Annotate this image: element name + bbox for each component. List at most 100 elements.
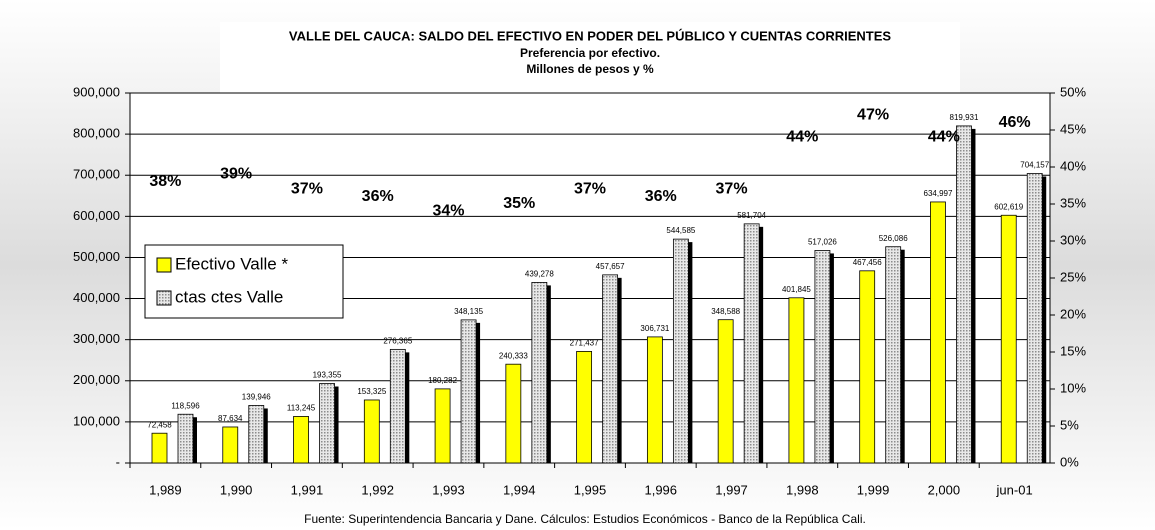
y-tick-label: 500,000 xyxy=(73,249,120,264)
bar xyxy=(363,399,380,464)
data-label: 439,278 xyxy=(525,270,554,279)
preference-label: 46% xyxy=(999,114,1031,131)
bar xyxy=(576,351,593,464)
legend-label: Efectivo Valle * xyxy=(175,254,288,273)
bar xyxy=(531,282,548,464)
legend-swatch xyxy=(156,290,172,306)
y2-tick-label: 5% xyxy=(1060,417,1079,432)
data-label: 401,845 xyxy=(782,285,811,294)
legend-swatch xyxy=(156,257,172,273)
data-label: 517,026 xyxy=(808,238,837,247)
y-tick-label: 400,000 xyxy=(73,290,120,305)
preference-label: 44% xyxy=(786,129,818,146)
preference-label: 47% xyxy=(857,106,889,123)
x-tick-label: 1,998 xyxy=(786,482,819,497)
title-box xyxy=(220,22,960,93)
y2-tick-label: 15% xyxy=(1060,343,1086,358)
bar xyxy=(930,201,946,464)
data-label: 348,135 xyxy=(454,307,483,316)
footnote: Fuente: Superintendencia Bancaria y Dane… xyxy=(304,512,866,526)
x-tick-label: 1,994 xyxy=(503,482,536,497)
data-label: 819,931 xyxy=(950,113,979,122)
preference-label: 38% xyxy=(149,173,181,190)
bar xyxy=(885,246,902,464)
bar xyxy=(859,270,876,464)
data-label: 240,333 xyxy=(499,351,528,360)
bar xyxy=(460,319,477,464)
data-label: 602,619 xyxy=(994,202,1023,211)
y-tick-label: 100,000 xyxy=(73,413,120,428)
x-tick-label: 1,993 xyxy=(432,482,465,497)
x-tick-label: 1,990 xyxy=(220,482,253,497)
x-tick-label: 1,992 xyxy=(361,482,394,497)
bar xyxy=(717,319,734,464)
bar xyxy=(788,297,805,464)
y-tick-label: 200,000 xyxy=(73,372,120,387)
data-label: 153,325 xyxy=(357,387,386,396)
data-label: 87,634 xyxy=(218,414,243,423)
y-tick-label: 600,000 xyxy=(73,208,120,223)
bar xyxy=(505,363,522,464)
bar xyxy=(319,383,335,464)
preference-label: 44% xyxy=(928,129,960,146)
data-label: 634,997 xyxy=(924,189,953,198)
data-label: 526,086 xyxy=(879,234,908,243)
x-tick-label: 2,000 xyxy=(928,482,961,497)
legend-label: ctas ctes Valle xyxy=(175,287,283,306)
data-label: 271,437 xyxy=(570,339,599,348)
subtitle: Millones de pesos y % xyxy=(526,62,654,76)
preference-label: 34% xyxy=(432,203,464,220)
preference-label: 37% xyxy=(574,180,606,197)
data-label: 544,585 xyxy=(666,226,695,235)
x-tick-label: 1,995 xyxy=(574,482,607,497)
data-label: 467,456 xyxy=(853,258,882,267)
y-tick-label: 700,000 xyxy=(73,167,120,182)
bar xyxy=(248,405,265,464)
data-label: 72,458 xyxy=(147,420,172,429)
y2-tick-label: 20% xyxy=(1060,306,1086,321)
data-label: 457,657 xyxy=(596,262,625,271)
bar xyxy=(389,348,406,464)
x-tick-label: 1,989 xyxy=(149,482,182,497)
bar xyxy=(222,426,239,464)
x-tick-label: 1,999 xyxy=(857,482,890,497)
bar xyxy=(602,274,619,464)
y2-tick-label: 10% xyxy=(1060,380,1086,395)
y-tick-label: 800,000 xyxy=(73,126,120,141)
bar xyxy=(1026,173,1043,464)
y2-tick-label: 50% xyxy=(1060,84,1086,99)
legend-box xyxy=(144,244,344,319)
data-label: 180,282 xyxy=(428,376,457,385)
data-label: 193,355 xyxy=(313,371,342,380)
data-label: 704,157 xyxy=(1020,161,1049,170)
preference-label: 36% xyxy=(645,188,677,205)
subtitle: Preferencia por efectivo. xyxy=(520,46,660,60)
bar xyxy=(151,432,168,464)
bar xyxy=(814,250,831,464)
preference-label: 36% xyxy=(362,188,394,205)
bar xyxy=(1000,214,1017,464)
bar xyxy=(434,388,451,464)
data-label: 348,588 xyxy=(711,307,740,316)
y2-tick-label: 45% xyxy=(1060,121,1086,136)
y2-tick-label: 40% xyxy=(1060,158,1086,173)
preference-label: 35% xyxy=(503,195,535,212)
chart-title: VALLE DEL CAUCA: SALDO DEL EFECTIVO EN P… xyxy=(289,28,891,43)
bar xyxy=(293,416,309,464)
y-tick-label: 900,000 xyxy=(73,84,120,99)
data-label: 306,731 xyxy=(640,324,669,333)
data-label: 581,704 xyxy=(737,211,766,220)
data-label: 276,365 xyxy=(383,336,412,345)
y-tick-label: 300,000 xyxy=(73,331,120,346)
data-label: 139,946 xyxy=(242,393,271,402)
x-tick-label: 1,991 xyxy=(291,482,324,497)
x-tick-label: 1,996 xyxy=(644,482,677,497)
x-tick-label: 1,997 xyxy=(715,482,748,497)
bar xyxy=(743,223,760,464)
y2-tick-label: 30% xyxy=(1060,232,1086,247)
y2-tick-label: 25% xyxy=(1060,269,1086,284)
bar xyxy=(177,413,194,464)
y-tick-label: - xyxy=(116,454,120,469)
preference-label: 37% xyxy=(716,180,748,197)
